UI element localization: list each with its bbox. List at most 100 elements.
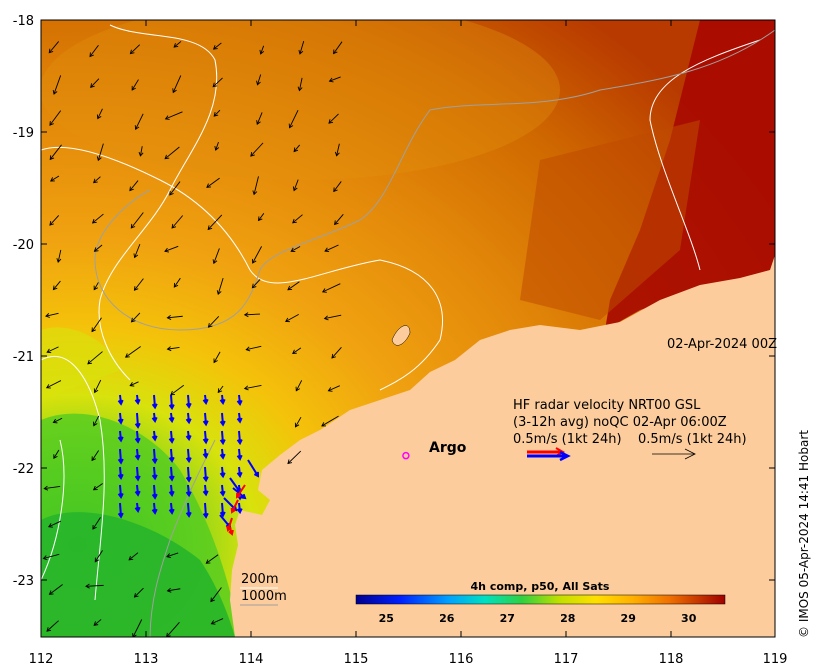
current-arrow (295, 380, 303, 392)
current-arrow (85, 583, 104, 589)
lat-tick: -18 (13, 14, 775, 29)
current-arrow (292, 179, 299, 192)
current-arrow (92, 483, 103, 491)
lon-tick: 114 (239, 20, 264, 667)
radar-vector (151, 412, 158, 424)
radar-vector (202, 430, 209, 445)
current-arrow (43, 485, 61, 491)
current-arrow (321, 283, 341, 293)
current-arrow (287, 450, 302, 465)
lat-tick-label: -21 (13, 350, 34, 365)
current-arrows (42, 41, 344, 637)
current-arrow (89, 45, 99, 58)
radar-vector (247, 459, 260, 478)
radar-vector (117, 448, 124, 465)
current-arrow (52, 417, 63, 424)
current-arrow (91, 450, 99, 462)
colorbar-tick-label: 29 (621, 612, 636, 625)
radar-vector (134, 466, 141, 482)
current-arrow (49, 110, 62, 126)
radar-legend-line3-right: 0.5m/s (1kt 24h) (638, 432, 747, 447)
isobath-1000m (94, 29, 775, 331)
current-arrow (90, 78, 100, 88)
radar-vector (117, 502, 124, 519)
current-arrow (243, 312, 261, 318)
current-arrow (52, 280, 61, 291)
current-arrow (333, 181, 342, 193)
current-arrow (334, 214, 344, 226)
current-arrow (49, 175, 60, 182)
colorbar-title: 4h comp, p50, All Sats (471, 580, 610, 593)
current-arrow (172, 75, 182, 94)
current-arrow (205, 554, 219, 564)
current-arrow (292, 214, 303, 224)
current-arrow (94, 550, 103, 563)
radar-vector (219, 412, 226, 427)
radar-vector (202, 502, 209, 519)
radar-vector (151, 484, 158, 500)
current-arrow (133, 587, 144, 598)
lat-tick-label: -22 (13, 462, 34, 477)
current-arrow (49, 144, 62, 161)
lat-tick-label: -18 (13, 14, 34, 29)
lat-tick: -20 (13, 238, 775, 253)
radar-vector (185, 412, 192, 425)
current-arrow (138, 146, 144, 157)
radar-vector (185, 430, 192, 442)
island (391, 325, 411, 346)
current-arrow (49, 215, 60, 226)
current-arrow (210, 618, 224, 625)
current-arrow (243, 385, 262, 391)
current-arrow (259, 45, 265, 55)
isobath-200m-c (649, 39, 761, 271)
current-arrow (207, 214, 223, 231)
radar-vector (219, 484, 226, 497)
current-arrow (46, 346, 59, 354)
lon-tick-label: 112 (29, 652, 54, 667)
radar-vector (168, 394, 175, 411)
radar-vector (185, 466, 192, 483)
current-arrow (293, 144, 301, 153)
current-arrow (287, 281, 300, 291)
current-arrow (256, 74, 262, 86)
radar-legend-line2: (3-12h avg) noQC 02-Apr 06:00Z (513, 415, 727, 430)
radar-vector (151, 466, 158, 481)
radar-vector (236, 412, 243, 424)
radar-vector (168, 412, 175, 424)
radar-vectors (117, 394, 260, 536)
current-arrow (328, 76, 341, 83)
current-arrow (45, 380, 62, 389)
radar-vector (168, 502, 175, 515)
lon-tick-label: 115 (344, 652, 369, 667)
radar-vector (117, 484, 124, 499)
current-arrow (210, 587, 222, 603)
current-arrow (294, 416, 302, 428)
depth-label-1000m: 1000m (241, 589, 287, 604)
radar-vector (219, 430, 226, 446)
current-arrow (130, 212, 144, 229)
radar-vector (134, 484, 141, 497)
current-arrow (213, 351, 221, 364)
radar-vector (134, 448, 141, 461)
radar-vector (185, 502, 192, 518)
argo-label: Argo (429, 440, 467, 456)
radar-vector (168, 484, 175, 497)
radar-vector (151, 448, 158, 465)
current-arrow (92, 517, 101, 530)
colorbar-tick-label: 27 (500, 612, 515, 625)
radar-vector (151, 502, 158, 515)
radar-vector (202, 448, 209, 460)
current-arrow (327, 385, 340, 392)
radar-vector (185, 484, 192, 498)
current-arrow (129, 180, 139, 192)
current-arrow (173, 277, 181, 288)
radar-vector (134, 412, 141, 429)
current-arrow (328, 113, 339, 124)
depth-label-200m: 200m (241, 572, 278, 587)
radar-vector (185, 394, 192, 409)
lon-tick-label: 114 (239, 652, 264, 667)
current-arrow (124, 346, 141, 358)
lon-tick: 118 (659, 20, 683, 667)
current-arrow (91, 213, 104, 224)
current-arrow (213, 109, 221, 117)
